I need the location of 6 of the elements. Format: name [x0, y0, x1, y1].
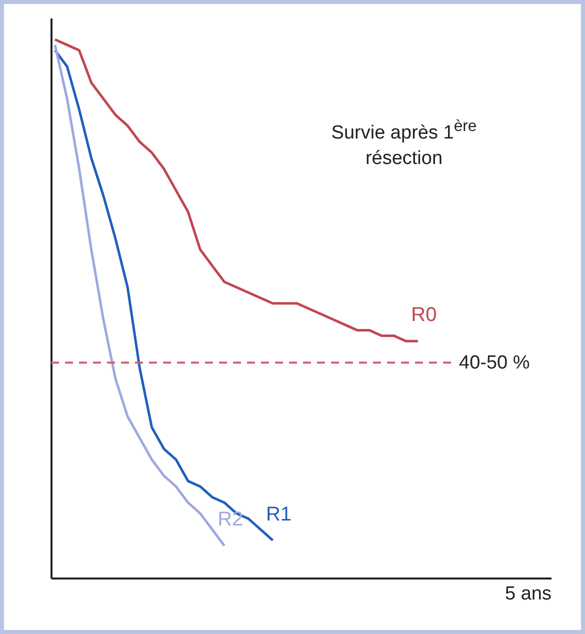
series-label: R0 — [411, 304, 437, 326]
ref-line-label: 40-50 % — [459, 352, 530, 374]
series-label: R2 — [218, 508, 244, 531]
x-axis-title: 5 ans — [505, 584, 552, 604]
annotation: Survie après 1$^{ère}$ résection — [330, 117, 478, 172]
series-label: R1 — [266, 503, 292, 526]
